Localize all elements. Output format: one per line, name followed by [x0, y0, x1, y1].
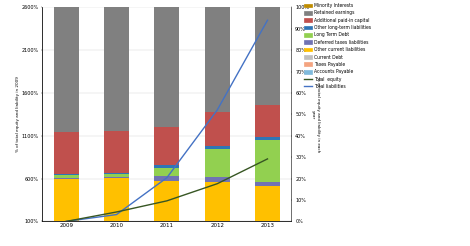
Bar — [54, 7, 79, 132]
Bar — [255, 182, 280, 186]
Bar — [204, 177, 230, 182]
Bar — [54, 174, 79, 175]
Bar — [204, 146, 230, 149]
Bar — [204, 0, 230, 112]
Bar — [104, 178, 129, 226]
Bar — [204, 228, 230, 229]
Bar — [104, 131, 129, 173]
Bar — [154, 176, 180, 181]
Bar — [154, 168, 180, 176]
Bar — [204, 149, 230, 177]
Bar — [255, 224, 280, 228]
Bar — [204, 229, 230, 230]
Y-axis label: % of total equity and liability in each
year: % of total equity and liability in each … — [311, 77, 320, 152]
Bar — [154, 226, 180, 228]
Bar — [255, 140, 280, 182]
Bar — [255, 137, 280, 140]
Bar — [154, 229, 180, 230]
Bar — [54, 179, 79, 226]
Bar — [255, 229, 280, 230]
Bar — [104, 173, 129, 174]
Bar — [255, 105, 280, 137]
Bar — [104, 229, 129, 230]
Bar — [104, 228, 129, 229]
Bar — [54, 175, 79, 178]
Bar — [54, 228, 79, 229]
Bar — [154, 127, 180, 165]
Bar — [54, 132, 79, 174]
Bar — [104, 177, 129, 178]
Bar — [54, 229, 79, 230]
Bar — [154, 165, 180, 168]
Bar — [154, 228, 180, 229]
Bar — [104, 7, 129, 131]
Bar — [54, 178, 79, 179]
Bar — [204, 224, 230, 228]
Bar — [204, 112, 230, 146]
Legend: Minority Interests, Retained earnings, Additional paid-in capital, Other long-te: Minority Interests, Retained earnings, A… — [304, 3, 371, 89]
Y-axis label: % of total equity and liability in 2009: % of total equity and liability in 2009 — [16, 77, 20, 152]
Bar — [104, 174, 129, 177]
Bar — [154, 7, 180, 127]
Bar — [154, 181, 180, 226]
Bar — [204, 182, 230, 224]
Bar — [255, 228, 280, 229]
Bar — [104, 226, 129, 228]
Bar — [255, 0, 280, 105]
Bar — [255, 186, 280, 224]
Bar — [54, 226, 79, 228]
